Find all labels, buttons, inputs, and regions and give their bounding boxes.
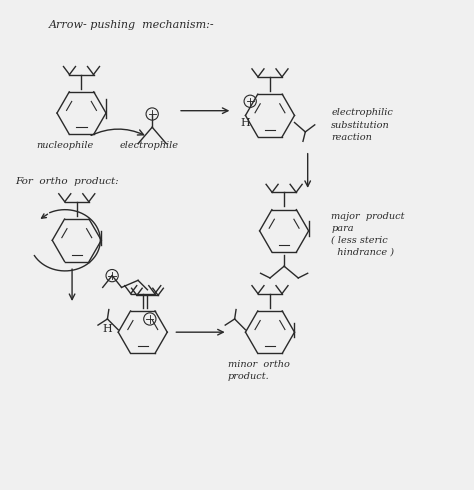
Text: major  product
para
( less steric
  hindrance ): major product para ( less steric hindran…: [331, 212, 405, 256]
Text: Arrow- pushing  mechanism:-: Arrow- pushing mechanism:-: [48, 20, 214, 30]
Text: H: H: [103, 324, 112, 334]
Text: For  ortho  product:: For ortho product:: [16, 177, 119, 186]
Text: electrophilic
substitution
reaction: electrophilic substitution reaction: [331, 108, 393, 143]
Text: H: H: [241, 118, 251, 128]
Text: electrophile: electrophile: [119, 142, 178, 150]
Text: nucleophile: nucleophile: [36, 142, 94, 150]
Text: minor  ortho
product.: minor ortho product.: [228, 361, 290, 381]
